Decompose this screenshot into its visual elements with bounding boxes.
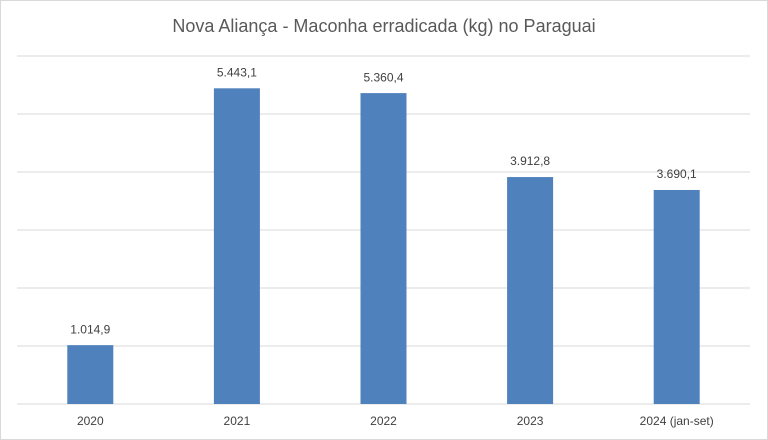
bar	[67, 345, 114, 404]
x-tick-label: 2023	[517, 414, 544, 428]
x-tick-label: 2020	[77, 414, 104, 428]
data-label: 5.443,1	[217, 65, 257, 79]
data-label: 1.014,9	[70, 322, 110, 336]
x-tick-label: 2021	[224, 414, 251, 428]
x-tick-label: 2022	[370, 414, 397, 428]
bar	[653, 189, 700, 404]
chart-title: Nova Aliança - Maconha erradicada (kg) n…	[172, 16, 595, 36]
data-label: 5.360,4	[363, 70, 403, 84]
bar	[213, 88, 260, 404]
data-label: 3.690,1	[657, 167, 697, 181]
bar	[360, 93, 407, 404]
x-tick-label: 2024 (jan-set)	[640, 414, 714, 428]
bar	[507, 177, 554, 404]
data-label: 3.912,8	[510, 154, 550, 168]
